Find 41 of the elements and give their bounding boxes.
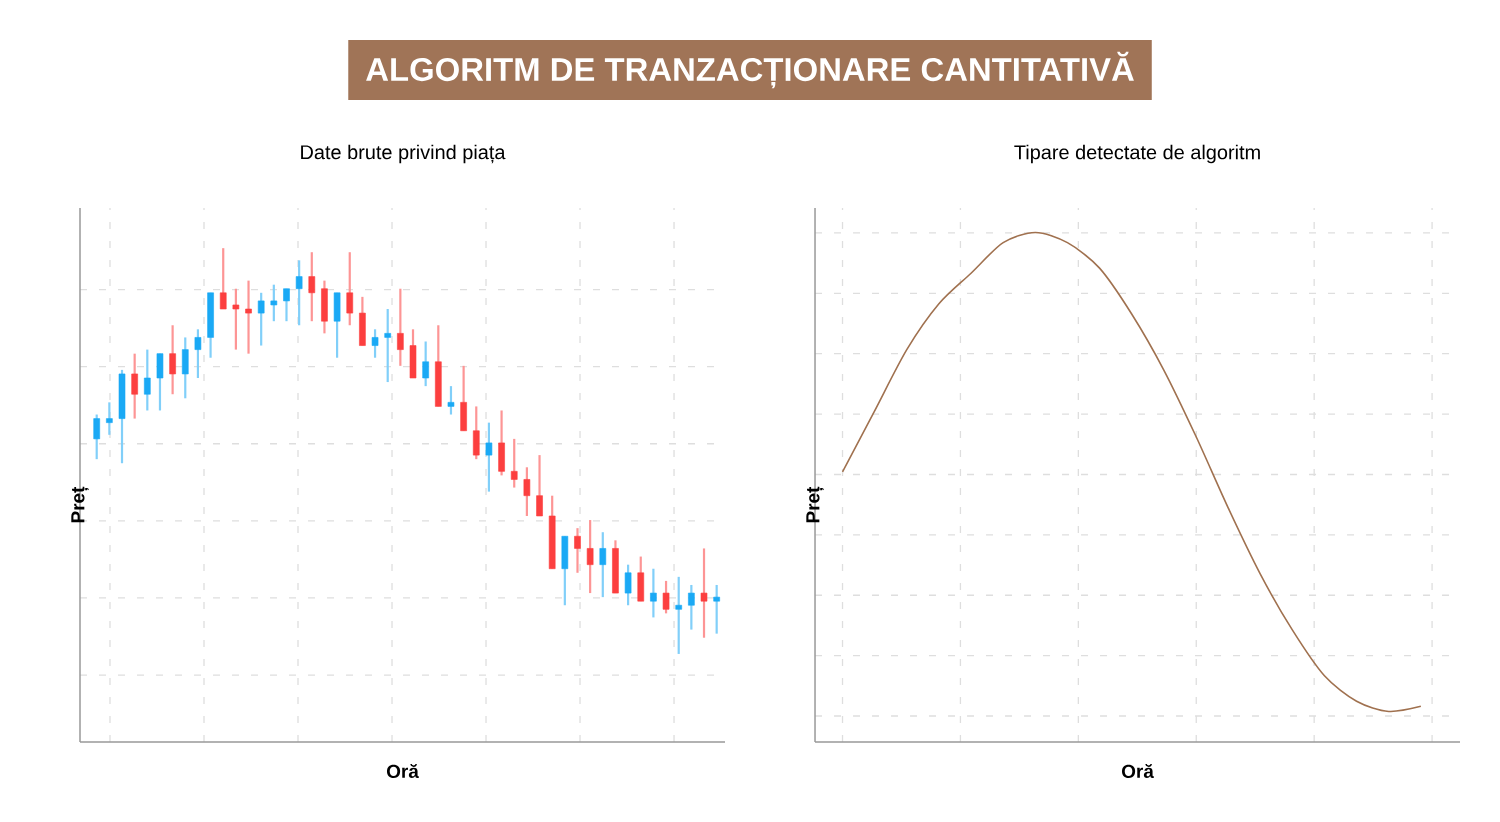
candlestick xyxy=(283,287,290,323)
candlestick xyxy=(295,259,303,327)
candlestick xyxy=(675,575,683,656)
y-axis-title: Preț xyxy=(71,486,89,523)
candlestick xyxy=(232,287,240,351)
chart-title: Tipare detectate de algoritm xyxy=(1014,144,1260,164)
candlestick xyxy=(371,328,379,359)
candlestick xyxy=(270,283,278,323)
candlestick xyxy=(586,518,594,595)
candlestick xyxy=(346,251,354,327)
candlestick xyxy=(144,348,151,412)
candlestick xyxy=(422,340,429,388)
candlestick xyxy=(447,385,455,416)
candlestick xyxy=(219,247,227,311)
candlestick xyxy=(308,251,316,323)
candlestick xyxy=(510,437,518,489)
candlestick xyxy=(574,527,581,574)
candlestick xyxy=(523,466,531,518)
candlestick xyxy=(106,401,113,436)
candlestick xyxy=(700,547,708,639)
candlestick xyxy=(713,583,720,635)
candlestick xyxy=(257,291,265,347)
y-axis-title: Preț xyxy=(806,486,824,523)
candlestick xyxy=(662,579,670,615)
chart-title: Date brute privind piața xyxy=(301,144,506,164)
candlestick xyxy=(397,287,404,367)
candlestick xyxy=(599,531,607,599)
candlestick xyxy=(536,454,543,518)
x-axis-title: Oră xyxy=(1122,763,1154,779)
text: ALGORITM DE TRANZACȚIONARE CANTITATIVĂ xyxy=(366,51,1134,89)
candlestick xyxy=(624,563,632,607)
candlestick xyxy=(93,413,100,461)
candlestick xyxy=(485,421,493,493)
x-axis-title: Oră xyxy=(386,763,419,779)
candlestick xyxy=(650,567,657,619)
candlestick xyxy=(384,307,391,384)
candlestick xyxy=(245,279,252,355)
candlestick xyxy=(131,352,138,420)
candlestick xyxy=(169,324,176,396)
candlestick xyxy=(688,583,695,631)
candlestick xyxy=(194,328,202,380)
